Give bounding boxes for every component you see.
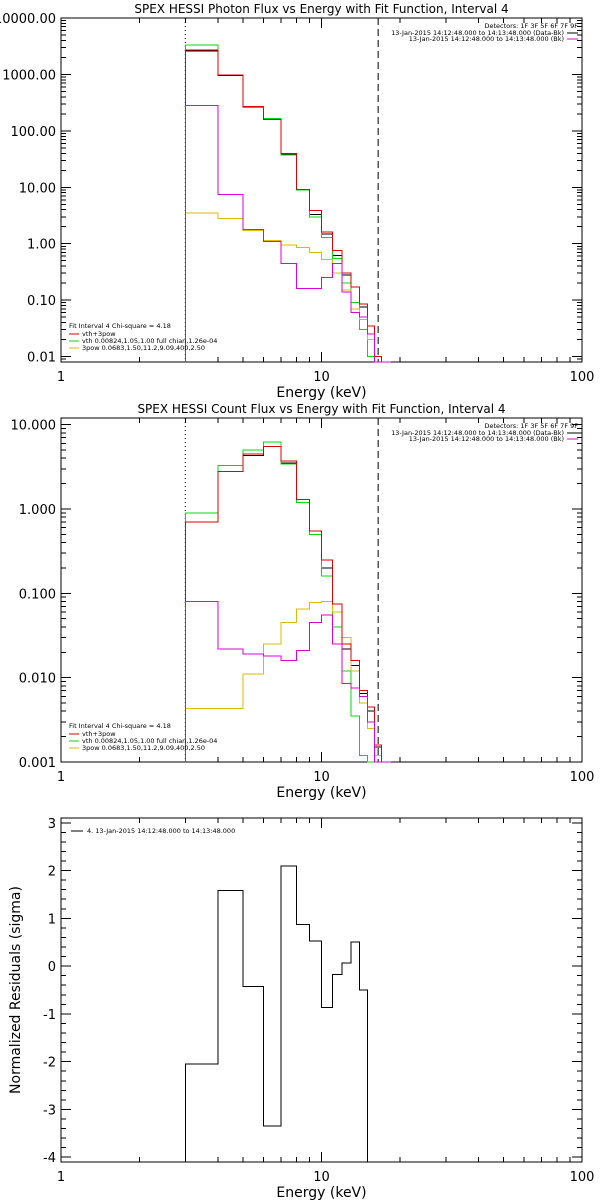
series-line-4	[184, 446, 392, 763]
legend-item: 13-Jan-2015 14:12:48.000 to 14:13:48.000…	[409, 35, 564, 43]
legend-item: 13-Jan-2015 14:12:48.000 to 14:13:48.000…	[409, 435, 564, 443]
y-tick-label: 0.10	[27, 294, 56, 309]
chart-panel-1: SPEX HESSI Photon Flux vs Energy with Fi…	[0, 2, 594, 401]
y-axis-label: Normalized Residuals (sigma)	[8, 886, 24, 1094]
x-tick-label: 10	[313, 1170, 330, 1185]
x-tick-label: 1	[57, 770, 65, 785]
y-tick-label: 1000.00	[2, 68, 56, 83]
y-tick-label: 1	[48, 912, 56, 927]
series-group	[184, 865, 368, 1162]
chart-title: SPEX HESSI Count Flux vs Energy with Fit…	[137, 402, 505, 416]
legend-item: vth+3pow	[82, 330, 116, 338]
x-axis-label: Energy (keV)	[276, 785, 366, 801]
series-line-2	[184, 44, 392, 363]
y-tick-label: 2	[48, 865, 56, 880]
x-tick-label: 100	[570, 1170, 595, 1185]
series-line-5	[184, 601, 392, 763]
fit-legend: 4. 13-Jan-2015 14:12:48.000 to 14:13:48.…	[71, 827, 235, 835]
series-line-4	[184, 49, 392, 363]
y-tick-label: -2	[43, 1056, 56, 1071]
legend-header: Detectors: 1F 3F 5F 6F 7F 9F	[484, 422, 578, 430]
x-tick-label: 1	[57, 1170, 65, 1185]
legend-item: 4. 13-Jan-2015 14:12:48.000 to 14:13:48.…	[87, 827, 235, 835]
y-tick-label: -1	[43, 1008, 56, 1023]
y-tick-label: 0	[48, 960, 56, 975]
y-tick-label: 1.00	[27, 238, 56, 253]
x-axis-label: Energy (keV)	[276, 1185, 366, 1200]
y-tick-label: 100.00	[11, 125, 57, 140]
legend-header: Fit Interval 4 Chi-square = 4.18	[69, 722, 171, 730]
y-tick-label: -3	[43, 1103, 56, 1118]
series-line-2	[184, 441, 392, 763]
series-line-1	[184, 865, 368, 1162]
y-tick-label: 10.000	[11, 419, 57, 434]
y-ticks: 3 2 1 0 -1 -2 -3 -4	[43, 817, 582, 1166]
series-line-5	[184, 105, 392, 363]
detector-legend: Detectors: 1F 3F 5F 6F 7F 9F13-Jan-2015 …	[391, 422, 578, 443]
legend-item: vth 0.00824,1.05,1.00 full chian,1.26e-0…	[82, 737, 217, 745]
y-tick-label: 0.100	[19, 587, 56, 602]
series-line-1	[184, 446, 392, 763]
chart-title: SPEX HESSI Photon Flux vs Energy with Fi…	[134, 2, 508, 16]
y-tick-label: 3	[48, 817, 56, 832]
legend-item: 3pow 0.0683,1.50,11.2,9.09,400,2.50	[82, 344, 205, 352]
fit-legend: Fit Interval 4 Chi-square = 4.18vth+3pow…	[69, 722, 217, 752]
y-ticks: 10.000 1.000 0.100 0.010 0.001	[11, 419, 582, 771]
x-axis-label: Energy (keV)	[276, 385, 366, 401]
legend-header: Fit Interval 4 Chi-square = 4.18	[69, 322, 171, 330]
legend-item: vth 0.00824,1.05,1.00 full chian,1.26e-0…	[82, 337, 217, 345]
legend-item: 3pow 0.0683,1.50,11.2,9.09,400,2.50	[82, 744, 205, 752]
series-group	[184, 44, 392, 363]
y-tick-label: 1.000	[19, 503, 56, 518]
series-group	[184, 441, 392, 763]
y-tick-label: -4	[43, 1151, 56, 1166]
y-tick-label: 0.001	[19, 756, 56, 771]
x-tick-label: 100	[570, 370, 595, 385]
legend-item: 13-Jan-2015 14:12:48.000 to 14:13:48.000…	[391, 429, 564, 437]
plot-frame	[60, 17, 583, 363]
legend-item: 13-Jan-2015 14:12:48.000 to 14:13:48.000…	[391, 29, 564, 37]
y-tick-label: 10.00	[19, 181, 56, 196]
x-tick-label: 1	[57, 370, 65, 385]
x-tick-label: 10	[313, 770, 330, 785]
x-tick-label: 10	[313, 370, 330, 385]
legend-header: Detectors: 1F 3F 5F 6F 7F 9F	[484, 22, 578, 30]
chart-panel-2: SPEX HESSI Count Flux vs Energy with Fit…	[11, 402, 595, 801]
x-tick-label: 100	[570, 770, 595, 785]
legend-item: vth+3pow	[82, 730, 116, 738]
detector-legend: Detectors: 1F 3F 5F 6F 7F 9F13-Jan-2015 …	[391, 22, 578, 43]
y-ticks: 10000.00 1000.00 100.00 10.00 1.00 0.10 0.01	[0, 12, 582, 366]
y-tick-label: 0.01	[27, 351, 56, 366]
y-tick-label: 10000.00	[0, 12, 56, 27]
x-ticks: 1 10 100	[57, 818, 595, 1185]
y-tick-label: 0.010	[19, 672, 56, 687]
plot-frame	[60, 417, 583, 763]
fit-legend: Fit Interval 4 Chi-square = 4.18vth+3pow…	[69, 322, 217, 352]
series-line-3	[184, 601, 392, 763]
series-line-1	[184, 50, 392, 363]
